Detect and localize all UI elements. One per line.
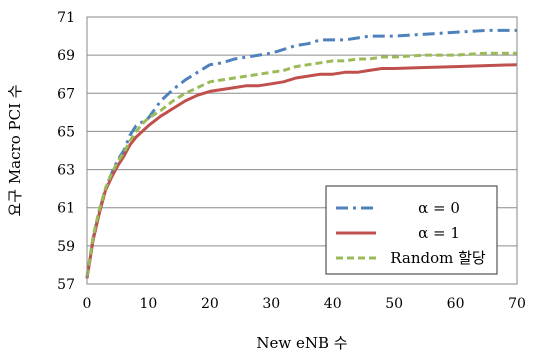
x-tick-label: 20 bbox=[201, 296, 219, 312]
y-tick-label: 57 bbox=[57, 277, 75, 293]
x-tick-label: 40 bbox=[324, 296, 342, 312]
y-tick-label: 67 bbox=[57, 86, 75, 102]
x-tick-label: 10 bbox=[140, 296, 158, 312]
x-tick-label: 30 bbox=[262, 296, 280, 312]
plot-frame bbox=[86, 16, 518, 285]
legend: α = 0 α = 1 Random 할당 bbox=[325, 185, 498, 275]
x-tick-label: 60 bbox=[447, 296, 465, 312]
legend-box bbox=[325, 185, 498, 275]
y-tick-label: 61 bbox=[57, 201, 75, 217]
legend-label-1: α = 1 bbox=[418, 224, 460, 242]
y-tick-labels: 57 59 61 63 65 67 69 71 bbox=[57, 10, 75, 293]
legend-label-0: α = 0 bbox=[418, 199, 460, 217]
x-tick-label: 70 bbox=[508, 296, 526, 312]
series-lines bbox=[85, 28, 518, 279]
y-tick-label: 65 bbox=[57, 124, 75, 140]
x-axis-label: New eNB 수 bbox=[256, 334, 347, 352]
y-tick-label: 63 bbox=[57, 163, 75, 179]
y-tick-label: 69 bbox=[57, 48, 75, 64]
gridlines bbox=[87, 16, 517, 285]
series-line-1 bbox=[85, 63, 518, 279]
y-axis-label: 요구 Macro PCI 수 bbox=[6, 84, 24, 216]
x-tick-label: 50 bbox=[385, 296, 403, 312]
y-tick-label: 71 bbox=[57, 10, 75, 26]
legend-label-2: Random 할당 bbox=[390, 249, 486, 267]
series-line-0 bbox=[85, 28, 517, 279]
series-line-2 bbox=[85, 51, 517, 277]
x-tick-labels: 0 10 20 30 40 50 60 70 bbox=[83, 296, 526, 312]
x-tick-label: 0 bbox=[83, 296, 92, 312]
y-tick-label: 59 bbox=[57, 239, 75, 255]
